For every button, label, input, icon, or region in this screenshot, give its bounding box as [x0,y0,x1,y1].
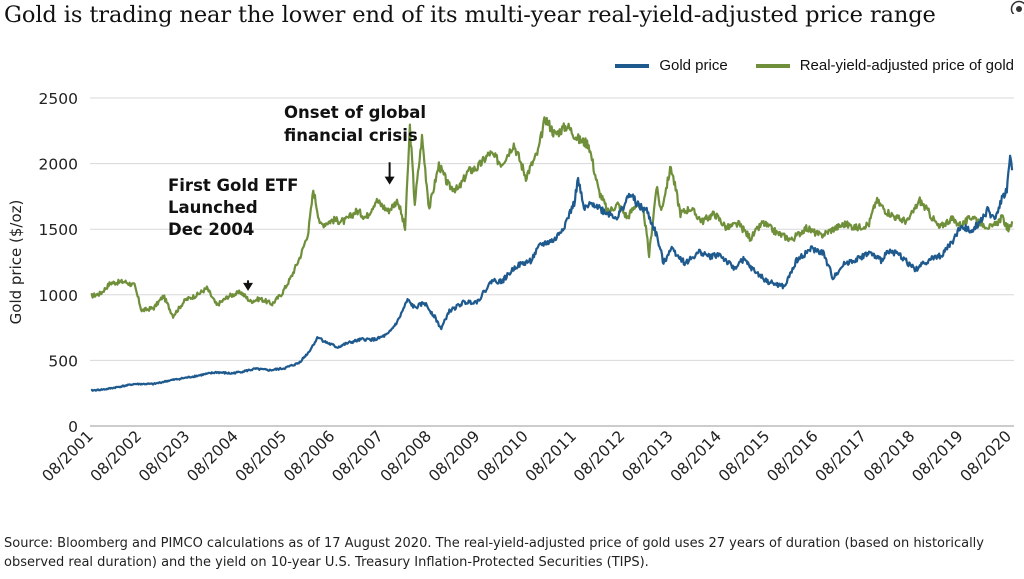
y-axis-label: Gold price ($/oz) [7,200,25,325]
x-tick-8: 08/2009 [425,427,483,485]
annotation-1-arrowhead [384,176,395,185]
series-line-gold-price [90,154,1014,392]
series-lines [90,116,1014,392]
series-line-real-yield-adjusted [90,116,1014,319]
legend-swatch-gold-price [615,63,650,68]
x-tick-labels: 08/200108/200208/020308/200408/200508/20… [39,427,1015,485]
x-tick-2: 08/0203 [135,427,193,485]
info-icon[interactable] [1006,0,1024,14]
x-tick-14: 08/2015 [715,427,773,485]
x-tick-15: 08/2016 [763,427,821,485]
annotation-0-line-2: Dec 2004 [168,220,254,239]
x-tick-17: 08/2018 [860,427,918,485]
y-tick-0: 0 [68,418,78,436]
gridlines [90,97,1014,427]
x-tick-16: 08/2017 [812,427,870,485]
x-tick-9: 08/2010 [473,427,531,485]
y-tick-labels: 0 500 1000 1500 2000 2500 [39,90,78,436]
x-tick-3: 08/2004 [184,427,242,485]
x-tick-19: 08/2020 [957,427,1015,485]
x-tick-1: 08/2002 [87,427,145,485]
x-tick-10: 08/2011 [522,427,580,485]
y-tick-500: 500 [48,352,78,370]
chart-title: Gold is trading near the lower end of it… [4,2,936,28]
legend-item-real-yield-adjusted: Real-yield-adjusted price of gold [755,57,1014,74]
x-tick-13: 08/2014 [667,427,725,485]
legend: Gold price Real-yield-adjusted price of … [587,57,1014,74]
x-tick-4: 08/2005 [232,427,290,485]
x-tick-6: 08/2007 [329,427,387,485]
legend-item-gold-price: Gold price [615,57,728,74]
annotation-0-line-0: First Gold ETF [168,176,298,195]
legend-label-gold-price: Gold price [659,57,728,74]
legend-swatch-real-yield-adjusted [755,63,790,68]
annotation-0-arrowhead [243,282,254,291]
x-tick-18: 08/2019 [908,427,966,485]
x-tick-12: 08/2013 [618,427,676,485]
annotation-0: First Gold ETF Launched Dec 2004 [168,176,298,291]
y-tick-1500: 1500 [39,221,78,239]
annotation-1: Onset of global financial crisis [284,103,426,185]
annotation-0-line-1: Launched [168,198,258,217]
y-tick-2000: 2000 [39,156,78,174]
annotation-1-line-0: Onset of global [284,103,426,122]
legend-label-real-yield-adjusted: Real-yield-adjusted price of gold [799,57,1014,74]
x-tick-11: 08/2012 [570,427,628,485]
y-tick-1000: 1000 [39,287,78,305]
x-tick-7: 08/2008 [377,427,435,485]
annotation-1-line-1: financial crisis [284,126,418,145]
x-tick-5: 08/2006 [280,427,338,485]
y-tick-2500: 2500 [39,90,78,108]
annotations: First Gold ETF Launched Dec 2004 Onset of g… [168,103,426,291]
source-note: Source: Bloomberg and PIMCO calculations… [4,536,984,570]
